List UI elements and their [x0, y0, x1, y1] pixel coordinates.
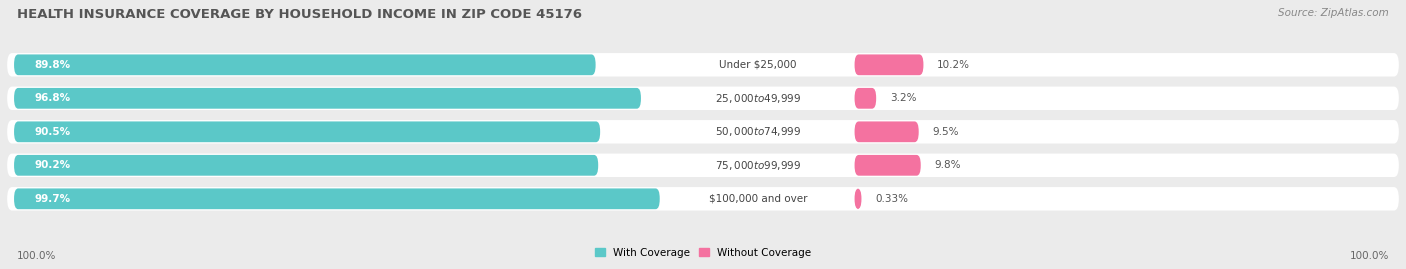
FancyBboxPatch shape [7, 154, 1399, 177]
FancyBboxPatch shape [7, 120, 1399, 144]
FancyBboxPatch shape [14, 54, 596, 75]
Text: 99.7%: 99.7% [35, 194, 70, 204]
FancyBboxPatch shape [855, 188, 862, 209]
FancyBboxPatch shape [7, 187, 1399, 211]
FancyBboxPatch shape [855, 54, 924, 75]
FancyBboxPatch shape [14, 88, 641, 109]
Text: Under $25,000: Under $25,000 [720, 60, 797, 70]
FancyBboxPatch shape [14, 121, 600, 142]
Text: Source: ZipAtlas.com: Source: ZipAtlas.com [1278, 8, 1389, 18]
Text: 10.2%: 10.2% [938, 60, 970, 70]
Text: 100.0%: 100.0% [17, 251, 56, 261]
FancyBboxPatch shape [7, 87, 1399, 110]
Legend: With Coverage, Without Coverage: With Coverage, Without Coverage [592, 246, 814, 260]
FancyBboxPatch shape [855, 155, 921, 176]
Text: 100.0%: 100.0% [1350, 251, 1389, 261]
FancyBboxPatch shape [14, 155, 598, 176]
FancyBboxPatch shape [855, 88, 876, 109]
Text: 90.2%: 90.2% [35, 160, 70, 170]
FancyBboxPatch shape [855, 121, 918, 142]
Text: 0.33%: 0.33% [876, 194, 908, 204]
Text: $25,000 to $49,999: $25,000 to $49,999 [716, 92, 801, 105]
Text: $100,000 and over: $100,000 and over [709, 194, 807, 204]
Text: 3.2%: 3.2% [890, 93, 917, 103]
FancyBboxPatch shape [14, 188, 659, 209]
Text: HEALTH INSURANCE COVERAGE BY HOUSEHOLD INCOME IN ZIP CODE 45176: HEALTH INSURANCE COVERAGE BY HOUSEHOLD I… [17, 8, 582, 21]
Text: 89.8%: 89.8% [35, 60, 70, 70]
Text: $75,000 to $99,999: $75,000 to $99,999 [716, 159, 801, 172]
Text: $50,000 to $74,999: $50,000 to $74,999 [716, 125, 801, 138]
Text: 9.5%: 9.5% [932, 127, 959, 137]
FancyBboxPatch shape [7, 53, 1399, 77]
Text: 9.8%: 9.8% [935, 160, 962, 170]
Text: 90.5%: 90.5% [35, 127, 70, 137]
Text: 96.8%: 96.8% [35, 93, 70, 103]
